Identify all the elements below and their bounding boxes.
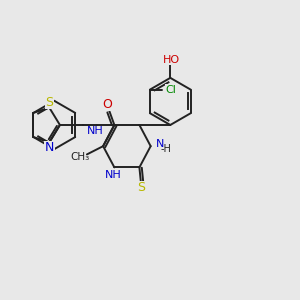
Text: N: N xyxy=(45,141,54,154)
Text: S: S xyxy=(45,96,53,109)
Text: S: S xyxy=(137,182,145,194)
Text: NH: NH xyxy=(87,126,104,136)
Text: -H: -H xyxy=(160,144,171,154)
Text: CH₃: CH₃ xyxy=(71,152,90,162)
Text: Cl: Cl xyxy=(165,85,176,94)
Text: N: N xyxy=(156,139,164,149)
Text: HO: HO xyxy=(163,55,180,64)
Text: NH: NH xyxy=(104,170,121,180)
Text: O: O xyxy=(102,98,112,111)
